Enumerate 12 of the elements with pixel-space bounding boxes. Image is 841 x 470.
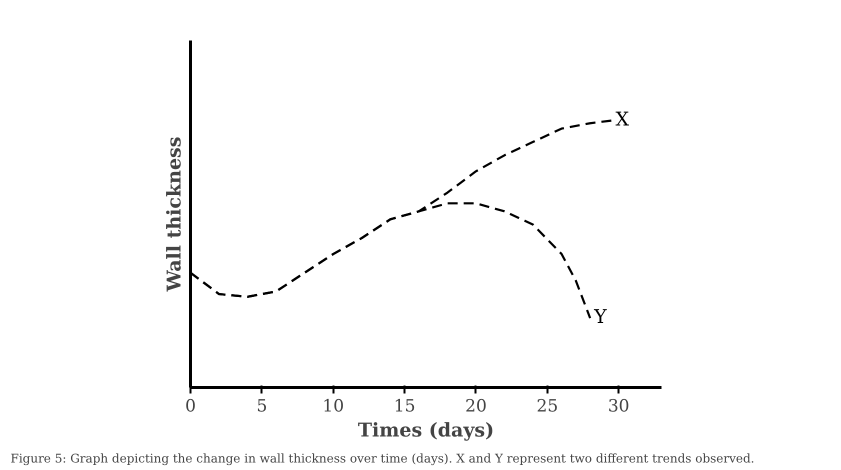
caption: Figure 5: Graph depicting the change in wall thickness over time (days). X and Y represent two different trends observed.	[10, 452, 754, 466]
x-tick-label: 30	[608, 396, 630, 416]
series-label: X	[616, 108, 630, 131]
x-tick-label: 10	[322, 396, 344, 416]
x-tick-label: 0	[185, 396, 196, 416]
x-tick-label: 5	[256, 396, 268, 416]
x-tick-label: 20	[465, 396, 487, 416]
x-tick-label: 15	[394, 396, 416, 416]
series-label: Y	[593, 306, 608, 328]
x-axis-title: Times (days)	[358, 420, 494, 442]
x-tick-label: 25	[536, 396, 558, 416]
y-axis-title: Wall thickness	[164, 136, 186, 292]
